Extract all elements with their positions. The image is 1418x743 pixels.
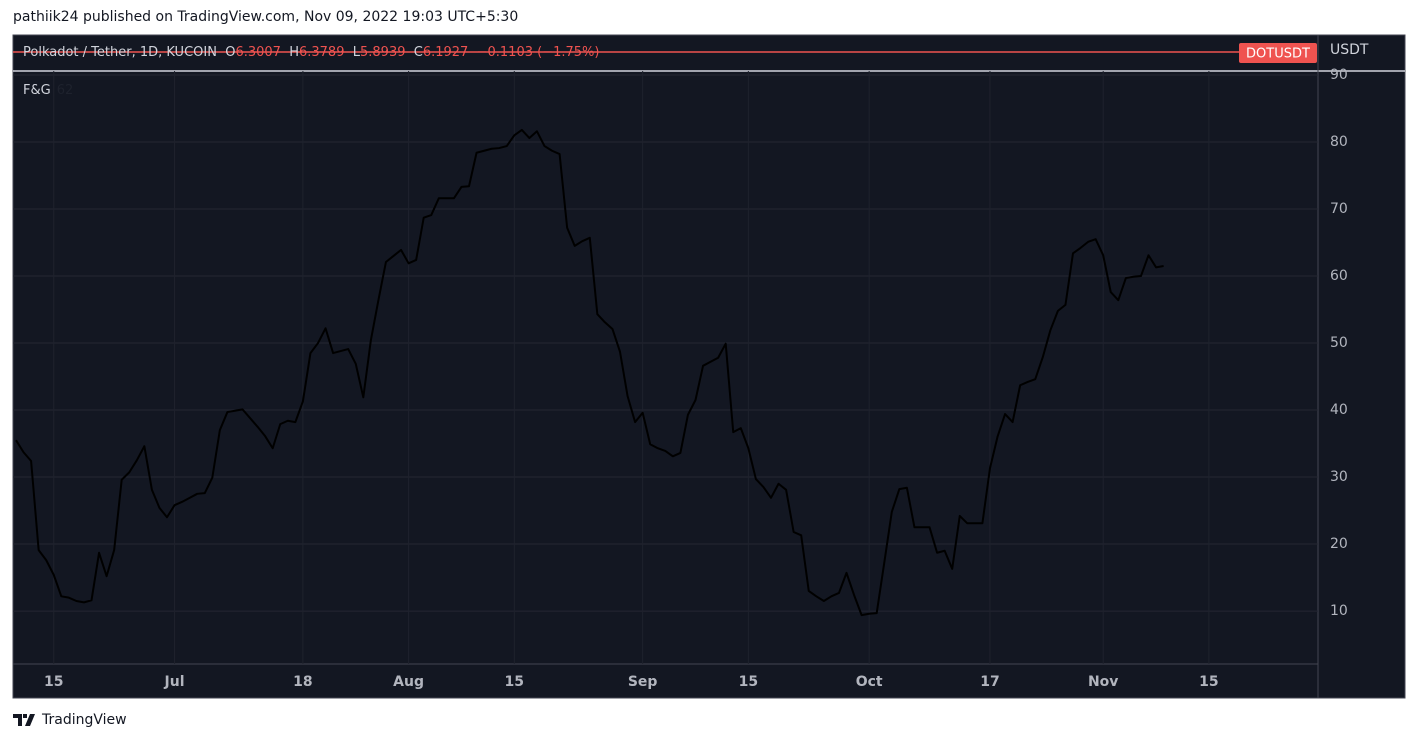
symbol-label: DOTUSDT	[1246, 47, 1310, 62]
y-tick-label: 20	[1330, 536, 1348, 552]
plot-area: 10 20 30 40 50 60 70 80 90 15 Jul 18 Aug 15 Sep 15 Oct 17…	[13, 67, 1348, 690]
currency-label: USDT	[1330, 42, 1369, 58]
footer: TradingView	[13, 712, 127, 728]
y-tick-label: 60	[1330, 268, 1348, 284]
y-tick-label: 50	[1330, 335, 1348, 351]
ohlc-label: O	[225, 45, 236, 60]
x-tick-label: 15	[739, 674, 758, 690]
y-tick-label: 70	[1330, 201, 1348, 217]
symbol-badge	[1239, 43, 1317, 63]
x-tick-label: 15	[505, 674, 524, 690]
x-tick-label: Oct	[856, 674, 883, 690]
ohlc-value: 6.3007	[235, 45, 281, 60]
y-tick-label: 40	[1330, 402, 1348, 418]
publish-header: pathiik24 published on TradingView.com, …	[13, 9, 519, 25]
symbol-name: Polkadot / Tether, 1D, KUCOIN	[23, 45, 217, 60]
ohlc-label: H	[289, 45, 299, 60]
ohlc-value: 6.3789	[298, 45, 345, 60]
indicator-value: 62	[56, 83, 74, 98]
x-tick-label: Nov	[1088, 674, 1118, 690]
y-tick-label: 30	[1330, 469, 1348, 485]
y-tick-label: 90	[1330, 67, 1348, 83]
data-line	[15, 128, 1164, 617]
indicator-name: F&G	[23, 83, 51, 98]
ohlc-label: C	[413, 45, 423, 60]
brand-name: TradingView	[42, 712, 127, 728]
indicator-legend: F&G 62	[23, 83, 73, 98]
x-tick-label: 18	[293, 674, 312, 690]
ohlc-label: L	[352, 45, 360, 60]
ohlc-value: 5.8939	[360, 45, 406, 60]
y-tick-label: 10	[1330, 603, 1348, 619]
x-tick-label: Jul	[164, 674, 185, 690]
x-tick-label: 15	[1199, 674, 1218, 690]
x-tick-label: 15	[44, 674, 63, 690]
x-tick-label: Sep	[628, 674, 658, 690]
ohlc-value: 6.1927	[422, 45, 469, 60]
y-tick-label: 80	[1330, 134, 1348, 150]
chart-frame	[12, 34, 1406, 699]
change-value: −0.1103 (−1.75%)	[476, 45, 600, 60]
x-tick-label: Aug	[393, 674, 424, 690]
main-legend: Polkadot / Tether, 1D, KUCOIN O6.3007 H6…	[23, 45, 599, 60]
brand-logo	[13, 714, 35, 726]
x-tick-label: 17	[980, 674, 999, 690]
